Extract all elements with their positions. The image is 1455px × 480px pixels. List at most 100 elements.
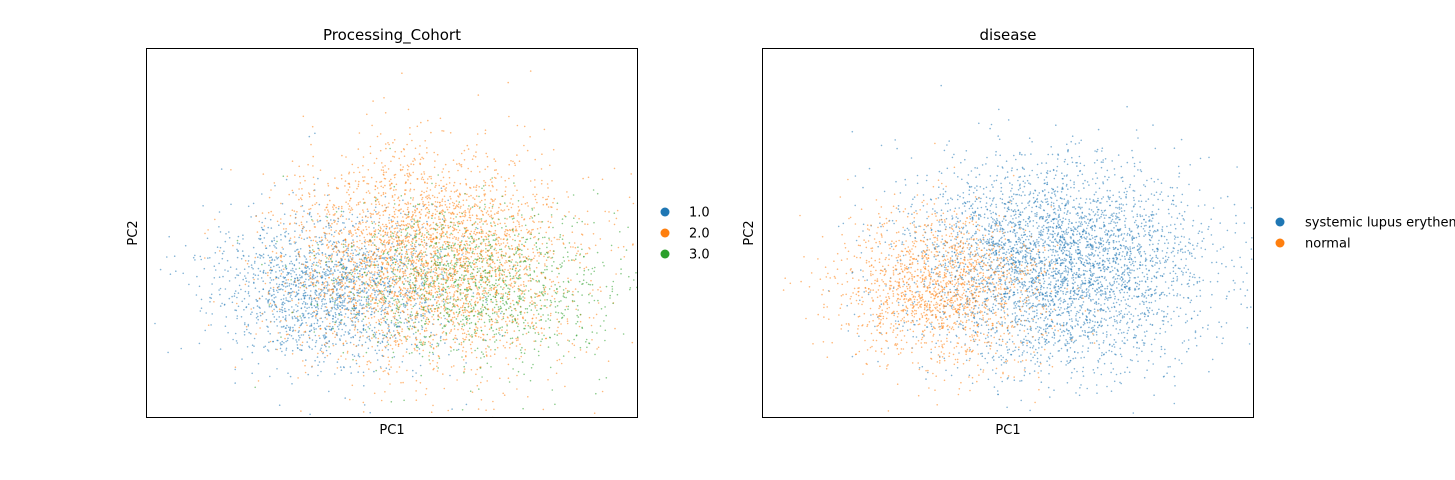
scatter-point [415,336,417,339]
scatter-point [463,211,465,213]
scatter-point [273,237,275,239]
scatter-point [317,374,319,377]
scatter-point [394,213,396,215]
scatter-point [290,243,292,245]
scatter-point [296,341,298,343]
scatter-point [486,293,488,295]
scatter-point [432,338,434,341]
scatter-point [344,331,347,333]
scatter-point [495,252,498,254]
scatter-point [376,352,378,355]
scatter-point [290,291,293,294]
scatter-point [442,231,445,234]
scatter-point [351,299,354,301]
scatter-point [370,313,373,316]
scatter-point [468,195,470,198]
scatter-point [294,230,296,232]
scatter-point [383,240,385,243]
scatter-point [223,303,226,306]
scatter-point [500,209,503,211]
scatter-point [428,212,430,214]
scatter-point [491,200,494,203]
scatter-point [406,175,409,177]
scatter-point [438,248,441,250]
scatter-point [196,275,198,278]
scatter-point [608,220,611,222]
scatter-point [327,254,330,257]
scatter-point [425,265,427,268]
scatter-point [433,258,436,261]
scatter-point [556,276,559,278]
scatter-point [320,347,322,350]
scatter-point [334,298,337,300]
scatter-point [420,315,423,317]
scatter-point [364,283,366,286]
scatter-point [322,334,325,337]
scatter-point [396,329,399,332]
scatter-point [493,335,496,338]
scatter-point [433,166,436,169]
scatter-point [327,258,330,260]
scatter-point [369,279,371,282]
scatter-point [466,219,469,222]
scatter-point [348,285,351,288]
scatter-point [366,306,368,308]
scatter-point [282,316,284,318]
scatter-point [430,331,432,334]
scatter-point [398,343,400,346]
scatter-point [466,193,468,196]
scatter-point [460,241,463,244]
scatter-point [469,217,472,219]
scatter-point [389,250,392,252]
scatter-point [342,343,345,345]
scatter-point [540,315,542,318]
scatter-point [325,328,327,331]
scatter-point [525,266,527,269]
scatter-point [372,279,375,282]
scatter-point [283,268,285,271]
scatter-point [402,210,405,213]
scatter-point [498,329,501,332]
scatter-point [490,214,493,217]
scatter-point [381,263,384,266]
scatter-point [508,284,510,286]
scatter-point [508,228,511,231]
scatter-point [396,220,399,223]
scatter-point [438,241,440,244]
scatter-point [285,349,288,351]
scatter-point [515,339,518,342]
scatter-point [573,259,576,262]
scatter-point [349,209,352,212]
scatter-point [330,233,333,236]
scatter-point [390,182,393,185]
scatter-point [358,314,361,317]
scatter-point [366,257,369,260]
scatter-point [533,340,535,343]
scatter-point [300,221,303,224]
scatter-point [518,225,521,228]
scatter-point [407,211,410,213]
scatter-point [459,299,462,301]
scatter-point [357,272,359,275]
scatter-point [336,288,338,291]
scatter-point [291,349,294,352]
scatter-point [517,339,519,341]
scatter-point [373,263,376,266]
scatter-point [346,350,349,353]
scatter-point [495,292,498,295]
scatter-point [313,250,315,253]
scatter-point [406,216,409,218]
scatter-point [420,306,423,308]
scatter-point [495,169,498,171]
scatter-point [394,337,397,339]
scatter-point [582,177,584,180]
scatter-point [504,268,506,271]
scatter-point [271,250,274,253]
scatter-point [402,199,404,201]
scatter-point [283,325,285,328]
scatter-point [339,366,342,368]
scatter-point [426,265,429,267]
scatter-point [470,369,473,371]
scatter-point [285,317,287,319]
scatter-point [306,261,309,263]
